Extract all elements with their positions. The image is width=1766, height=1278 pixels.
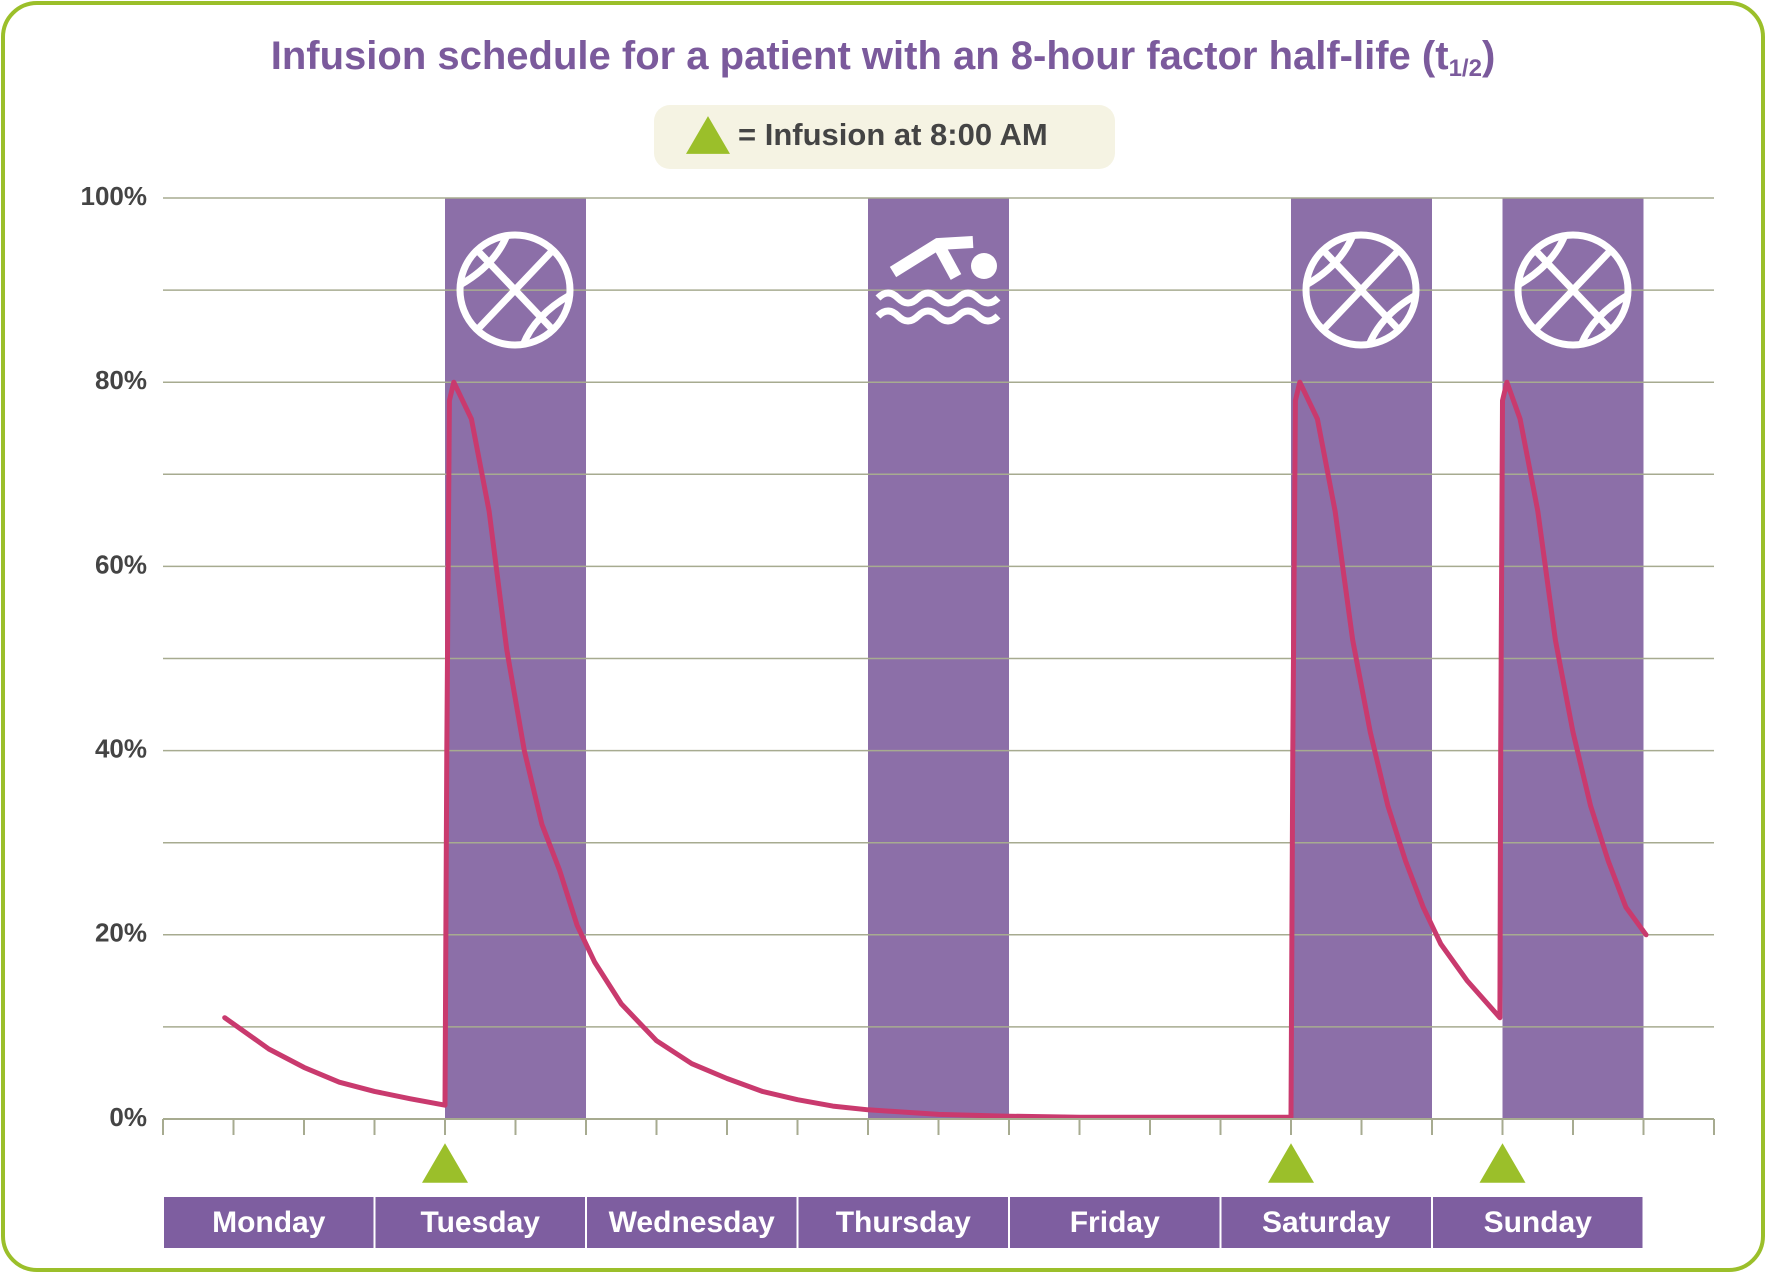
x-tick-label: Friday <box>1070 1206 1160 1239</box>
infusion-marker <box>1479 1143 1526 1183</box>
title-end: ) <box>1482 34 1495 78</box>
infusion-marker <box>1268 1143 1314 1183</box>
y-tick-label: 0% <box>109 1102 147 1132</box>
y-tick-label: 40% <box>95 733 147 763</box>
swimmer-icon <box>875 236 1001 325</box>
x-tick-label: Monday <box>212 1206 326 1239</box>
y-tick-label: 20% <box>95 918 147 948</box>
basketball-icon <box>456 231 574 349</box>
day-box <box>1010 1197 1220 1248</box>
line-layer <box>222 379 1649 1120</box>
infusion-marker <box>422 1143 468 1183</box>
x-tick-label: Sunday <box>1484 1206 1593 1239</box>
legend-box <box>654 105 1115 169</box>
legend-marker <box>686 116 730 154</box>
x-tick-label: Saturday <box>1262 1206 1391 1239</box>
x-tick-label: Wednesday <box>609 1206 775 1239</box>
factor-line <box>222 379 1649 1120</box>
chart-title: Infusion schedule for a patient with an … <box>271 34 1496 83</box>
basketball-icon <box>1514 231 1632 349</box>
axis-layer: 0% 20% 40% 60% 80% 100% Monday Tuesday Wednesday… <box>81 181 1715 1248</box>
day-box <box>375 1197 585 1248</box>
day-box <box>798 1197 1008 1248</box>
y-tick-label: 100% <box>81 181 148 211</box>
legend-label: = Infusion at 8:00 AM <box>738 117 1048 152</box>
y-tick-label: 60% <box>95 549 147 579</box>
legend-triangle <box>686 116 730 154</box>
title-text: Infusion schedule for a patient with an … <box>271 34 1449 78</box>
icons <box>456 231 1632 349</box>
x-tick-label: Tuesday <box>421 1206 541 1239</box>
title-subscript: 1/2 <box>1449 55 1482 82</box>
day-box <box>164 1197 374 1248</box>
y-tick-label: 80% <box>95 365 147 395</box>
x-tick-label: Thursday <box>836 1206 971 1239</box>
day-box <box>587 1197 797 1248</box>
basketball-icon <box>1302 231 1420 349</box>
day-box <box>1433 1197 1643 1248</box>
day-box <box>1221 1197 1431 1248</box>
